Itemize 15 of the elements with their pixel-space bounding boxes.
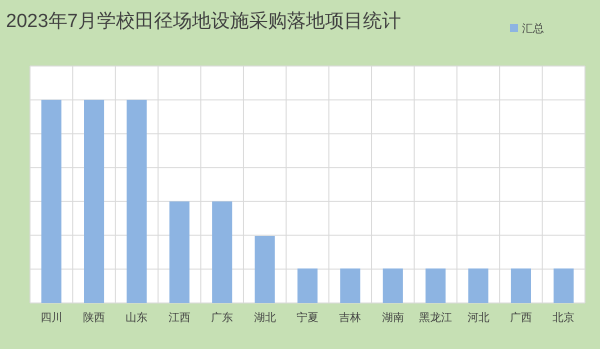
x-tick-label: 广东 [211,311,234,324]
chart-title: 2023年7月学校田径场地设施采购落地项目统计 [6,11,401,32]
x-tick-label: 宁夏 [296,311,318,324]
x-tick-label: 吉林 [339,311,362,324]
legend-label: 汇总 [522,22,544,35]
x-tick-label: 北京 [552,311,575,324]
x-tick-label: 湖南 [382,311,404,324]
x-tick-label: 山东 [126,311,148,324]
x-tick-label: 湖北 [254,311,276,324]
x-tick-label: 江西 [168,312,190,324]
x-tick-label: 河北 [467,311,490,324]
x-tick-label: 四川 [40,311,62,324]
x-tick-label: 陕西 [83,312,106,324]
x-tick-label: 黑龙江 [419,311,452,324]
x-tick-label: 广西 [510,311,532,324]
